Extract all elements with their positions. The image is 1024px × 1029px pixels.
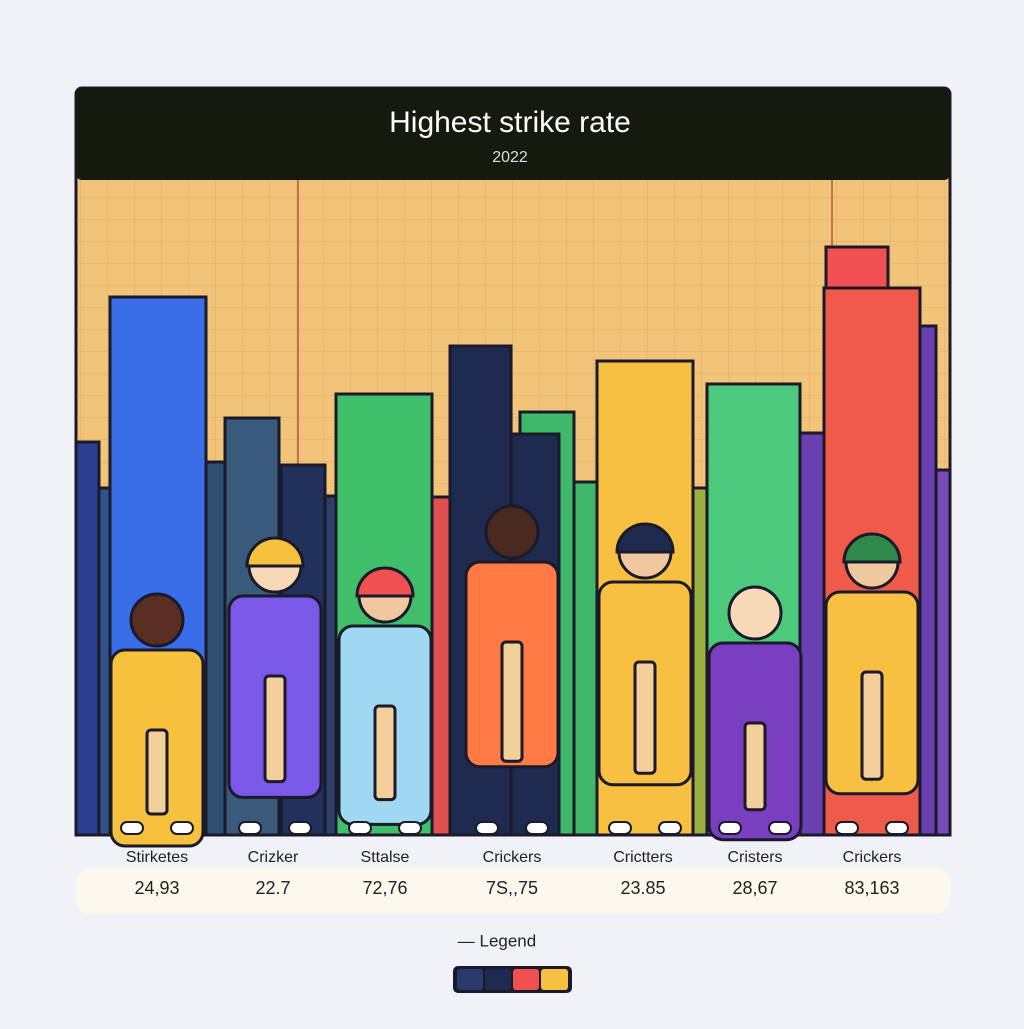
- bar: [691, 486, 709, 837]
- bar: [430, 495, 452, 837]
- player-bat: [743, 721, 767, 812]
- player-helmet: [615, 522, 675, 554]
- column-label: Stirketes: [126, 849, 188, 866]
- player: [109, 592, 205, 848]
- player-shoe: [525, 821, 549, 835]
- column-value: 72,76: [362, 878, 407, 898]
- legend-swatch: [541, 969, 568, 990]
- player-shoe: [718, 821, 742, 835]
- player: [824, 532, 920, 835]
- column-label: Crickers: [483, 849, 542, 866]
- column-label: Cristers: [727, 849, 782, 866]
- legend-swatch: [485, 969, 511, 990]
- bar: [798, 431, 828, 837]
- column-value: 7S,,75: [486, 878, 538, 898]
- player-helmet: [842, 532, 902, 564]
- player: [597, 522, 693, 835]
- player-bat: [263, 674, 287, 784]
- player-shoe: [475, 821, 499, 835]
- legend-swatches: [453, 966, 572, 993]
- player-shoe: [348, 821, 372, 835]
- header-bar: [76, 88, 950, 180]
- column-label: Crizker: [248, 849, 299, 866]
- title: Highest strike rate: [389, 106, 631, 139]
- bar: [918, 324, 938, 837]
- player: [227, 536, 323, 835]
- player-shoe: [885, 821, 909, 835]
- column-value: 83,163: [844, 878, 899, 898]
- player-bat: [500, 640, 524, 763]
- column-value: 23.85: [620, 878, 665, 898]
- legend-swatch: [457, 969, 483, 990]
- player: [337, 566, 433, 835]
- player-shoe: [288, 821, 312, 835]
- legend-label: — Legend: [458, 931, 536, 950]
- player-shoe: [608, 821, 632, 835]
- player-shoe: [238, 821, 262, 835]
- column-label: Crictters: [613, 849, 673, 866]
- column-label: Crickers: [843, 849, 902, 866]
- player: [707, 585, 803, 842]
- player-helmet: [355, 566, 415, 598]
- player-shoe: [768, 821, 792, 835]
- bar: [204, 460, 227, 837]
- player-bat: [860, 670, 884, 781]
- player-head: [727, 585, 783, 641]
- player-shoe: [398, 821, 422, 835]
- player-shoe: [835, 821, 859, 835]
- column-labels: Stirketes 24,93 Crizker 22.7 Sttalse 72,76 Cri…: [126, 849, 901, 898]
- bar: [572, 480, 599, 837]
- column-value: 28,67: [732, 878, 777, 898]
- bar: [74, 440, 101, 837]
- player-bat: [145, 728, 169, 816]
- player: [464, 504, 560, 835]
- player-shoe: [120, 821, 144, 835]
- player-shoe: [170, 821, 194, 835]
- bar: [323, 494, 338, 837]
- player-head: [129, 592, 185, 648]
- players: [109, 504, 920, 848]
- value-strip: [76, 868, 950, 914]
- player-bat: [373, 704, 397, 802]
- player-head: [484, 504, 540, 560]
- subtitle: 2022: [492, 149, 528, 166]
- column-value: 24,93: [134, 878, 179, 898]
- player-bat: [633, 660, 657, 775]
- legend-swatch: [513, 969, 539, 990]
- player-helmet: [245, 536, 305, 568]
- column-value: 22.7: [255, 878, 290, 898]
- column-label: Sttalse: [361, 849, 410, 866]
- player-shoe: [658, 821, 682, 835]
- bar: [934, 468, 952, 837]
